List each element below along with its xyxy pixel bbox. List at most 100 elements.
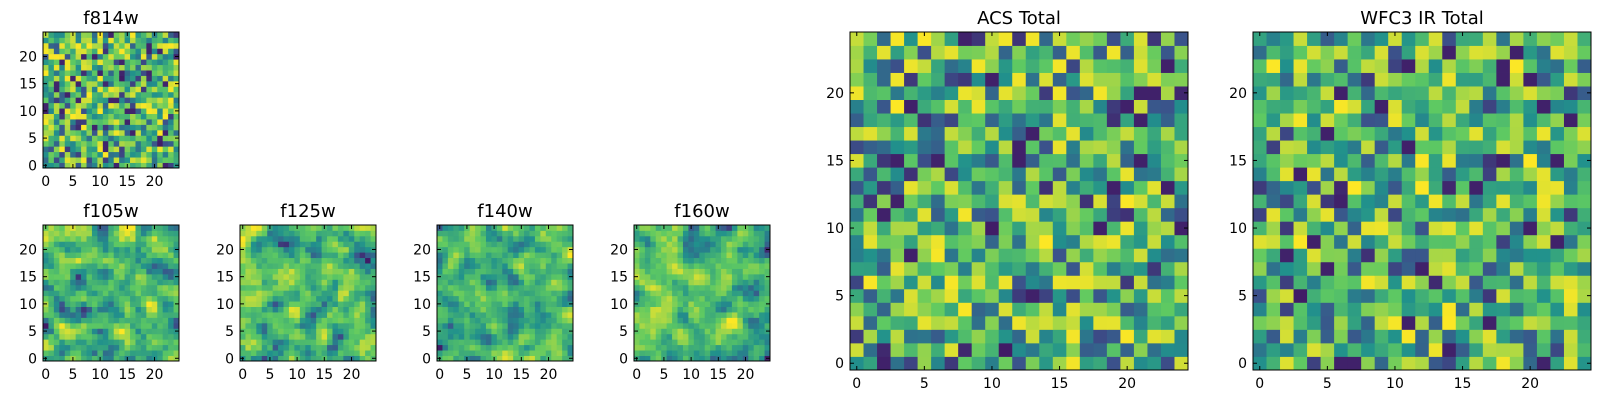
heatmap-cell [91, 268, 98, 275]
heatmap-cell [877, 275, 891, 290]
heatmap-cell [917, 261, 932, 276]
heatmap-cell [305, 252, 312, 259]
heatmap-cell [496, 333, 503, 340]
heatmap-cell [70, 322, 77, 329]
heatmap-cell [1039, 248, 1054, 263]
heatmap-cell [173, 290, 180, 297]
heatmap-cell [53, 119, 60, 125]
heatmap-cell [661, 312, 668, 318]
heatmap-cell [693, 306, 700, 313]
heatmap-cell [1563, 221, 1578, 236]
heatmap-cell [245, 246, 252, 253]
heatmap-cell [1455, 275, 1470, 290]
heatmap-cell [140, 124, 147, 131]
heatmap-cell [305, 257, 312, 264]
heatmap-cell [1577, 315, 1592, 330]
heatmap-cell [502, 225, 509, 231]
heatmap-cell [113, 97, 120, 104]
heatmap-cell [562, 355, 568, 362]
heatmap-cells [437, 225, 574, 362]
heatmap-cell [715, 333, 722, 340]
heatmap-cell [1482, 207, 1497, 222]
heatmap-cell [310, 230, 317, 237]
heatmap-cell [1523, 315, 1538, 330]
heatmap-cell [726, 344, 733, 351]
heatmap-cell [644, 290, 651, 297]
axes-frame [633, 224, 771, 362]
heatmap-cell [721, 295, 727, 302]
heatmap-cell [256, 225, 263, 231]
heatmap-cell [480, 295, 487, 302]
heatmap-cell [931, 167, 946, 182]
heatmap-cell [86, 301, 93, 307]
heatmap-cell [677, 317, 684, 324]
heatmap-cell [146, 97, 153, 104]
heatmap-cell [877, 32, 891, 46]
heatmap-cell [327, 355, 333, 362]
heatmap-cell [267, 257, 274, 264]
heatmap-cell [485, 225, 492, 231]
heatmap-cell [540, 252, 547, 259]
heatmap-cell [502, 263, 509, 269]
heatmap-cell [513, 290, 519, 297]
heatmap-cell [1093, 248, 1108, 263]
heatmap-cell [97, 328, 104, 335]
heatmap-cell [267, 252, 274, 259]
heatmap-cell [480, 252, 487, 259]
heatmap-cell [1550, 180, 1565, 195]
heatmap-cell [710, 333, 716, 340]
heatmap-cell [91, 263, 98, 269]
heatmap-cell [672, 295, 678, 302]
heatmap-cell [1334, 302, 1349, 317]
heatmap-cell [998, 167, 1013, 182]
heatmap-cell [135, 257, 142, 264]
heatmap-cell [53, 53, 60, 60]
heatmap-cell [81, 225, 87, 231]
heatmap-cell [562, 339, 568, 346]
heatmap-cell [348, 301, 355, 307]
heatmap-cell [365, 235, 371, 242]
heatmap-cell [1428, 140, 1443, 155]
heatmap-cell [1147, 45, 1162, 60]
heatmap-cell [86, 80, 93, 87]
heatmap-cell [240, 344, 246, 351]
heatmap-cell [1388, 99, 1403, 114]
heatmap-cell [1093, 113, 1108, 128]
heatmap-cell [173, 64, 180, 71]
heatmap-cell [1133, 140, 1148, 155]
heatmap-cell [1509, 45, 1524, 60]
heatmap-cell [644, 263, 651, 269]
heatmap-cell [130, 225, 136, 231]
heatmap-cell [491, 344, 498, 351]
heatmap-cell [513, 306, 519, 313]
heatmap-cell [48, 312, 55, 318]
heatmap-cell [655, 312, 662, 318]
heatmap-cell [437, 257, 443, 264]
heatmap-cell [168, 290, 174, 297]
heatmap-cell [316, 246, 322, 253]
heatmap-cell [447, 284, 454, 291]
heatmap-cell [1550, 248, 1565, 263]
heatmap-cell [485, 317, 492, 324]
heatmap-cell [551, 235, 558, 242]
heatmap-cell [162, 246, 169, 253]
heatmap-cell [655, 279, 662, 286]
heatmap-cell [299, 235, 306, 242]
heatmap-cell [321, 339, 328, 346]
heatmap-cell [458, 344, 465, 351]
heatmap-cell [562, 295, 568, 302]
heatmap-cell [157, 91, 164, 98]
heatmap-cell [43, 151, 49, 158]
heatmap-cell [64, 235, 71, 242]
heatmap-cell [91, 230, 98, 237]
y-tick-label: 15 [1229, 153, 1247, 169]
heatmap-cell [556, 350, 563, 356]
heatmap-cell [168, 273, 174, 280]
heatmap-cell [1120, 342, 1135, 357]
heatmap-cell [850, 59, 864, 73]
heatmap-cell [140, 70, 147, 76]
heatmap-cell [551, 279, 558, 286]
heatmap-cell [464, 230, 471, 237]
heatmap-cell [119, 97, 125, 104]
